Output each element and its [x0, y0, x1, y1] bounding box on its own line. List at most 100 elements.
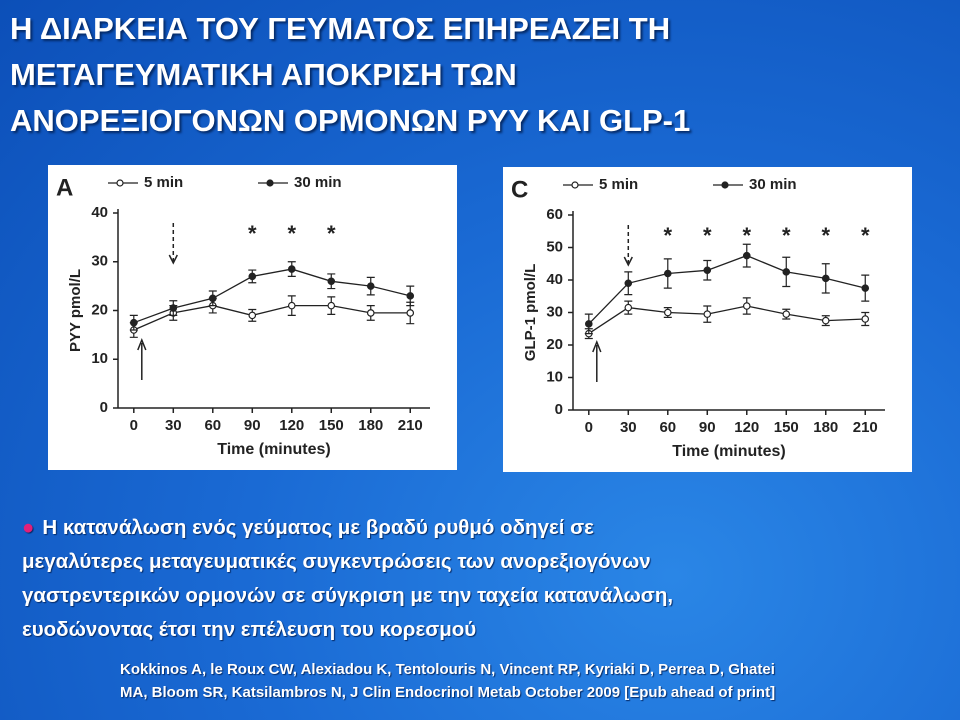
- y-tick-label: 50: [546, 238, 563, 255]
- end-arrow-head: [168, 254, 178, 265]
- data-point: [287, 265, 296, 273]
- data-point: [663, 269, 672, 278]
- data-point: [208, 294, 217, 303]
- legend-label: 30 min: [294, 174, 342, 191]
- data-point: [248, 272, 257, 281]
- x-tick-label: 0: [130, 417, 138, 434]
- data-point: [366, 309, 375, 317]
- y-tick-label: 60: [546, 206, 563, 223]
- meal-arrow-head: [137, 337, 147, 351]
- y-tick-label: 0: [100, 399, 108, 416]
- y-tick-label: 40: [91, 204, 108, 221]
- x-tick-label: 90: [699, 419, 716, 436]
- significance-star: *: [742, 223, 751, 248]
- x-tick-label: 210: [853, 419, 878, 436]
- x-tick-label: 150: [319, 417, 344, 434]
- chart: C 0 10 20 30 40 50 60 0 30 60 90 120 150 180 210 Time (m…: [503, 167, 912, 472]
- legend-swatch-marker: [571, 181, 579, 189]
- x-axis-label: Time (minutes): [217, 441, 331, 458]
- data-point: [584, 320, 593, 328]
- significance-star: *: [287, 221, 296, 246]
- x-axis-label: Time (minutes): [672, 443, 786, 460]
- data-point: [406, 309, 415, 317]
- x-tick-label: 30: [620, 419, 637, 436]
- data-point: [248, 311, 257, 320]
- legend-swatch-marker: [116, 179, 124, 187]
- end-arrow-head: [623, 256, 633, 267]
- series-line: [588, 254, 866, 325]
- legend-swatch-marker: [721, 181, 729, 189]
- data-point: [663, 308, 672, 317]
- data-point: [169, 304, 178, 312]
- title-line: Η ΔΙΑΡΚΕΙΑ ΤΟΥ ΓΕΥΜΑΤΟΣ ΕΠΗΡΕΑΖΕΙ ΤΗ: [10, 11, 671, 46]
- meal-arrow-head: [592, 339, 602, 353]
- x-tick-label: 60: [204, 417, 221, 434]
- y-axis-label: GLP-1 pmol/L: [522, 264, 539, 362]
- citation-line: Kokkinos A, le Roux CW, Alexiadou K, Ten…: [120, 661, 775, 678]
- data-point: [327, 277, 336, 286]
- y-tick-label: 20: [546, 336, 563, 353]
- data-point: [782, 268, 791, 276]
- data-point: [327, 301, 336, 310]
- y-tick-label: 0: [555, 401, 563, 418]
- data-point: [861, 284, 870, 292]
- x-tick-label: 30: [165, 417, 182, 434]
- y-tick-label: 40: [546, 271, 563, 288]
- x-tick-label: 180: [813, 419, 838, 436]
- data-point: [624, 303, 633, 312]
- y-tick-label: 30: [91, 253, 108, 270]
- data-point: [782, 310, 791, 318]
- x-tick-label: 210: [398, 417, 423, 434]
- data-point: [703, 266, 712, 275]
- significance-star: *: [861, 223, 870, 248]
- bullet-text: Η κατανάλωση ενός γεύματος με βραδύ ρυθμ…: [22, 511, 673, 647]
- data-point: [703, 310, 712, 318]
- significance-star: *: [782, 223, 791, 248]
- data-point: [366, 282, 375, 290]
- bullet-line: ευοδώνοντας έτσι την επέλευση του κορεσμ…: [22, 618, 477, 641]
- legend-label: 5 min: [599, 176, 638, 193]
- y-tick-label: 20: [91, 301, 108, 318]
- chart: A 0 10 20 30 40 0 30 60 90 120 150 180 210 Time (minut…: [48, 165, 457, 470]
- x-tick-label: 120: [279, 417, 304, 434]
- y-tick-label: 10: [546, 368, 563, 385]
- data-point: [742, 251, 751, 260]
- series-line: [133, 304, 411, 331]
- citation-line: MA, Bloom SR, Katsilambros N, J Clin End…: [120, 684, 776, 701]
- series-line: [133, 268, 411, 324]
- panel-label: A: [56, 174, 73, 201]
- data-point: [821, 316, 830, 325]
- panel-label: C: [511, 176, 528, 203]
- data-point: [406, 292, 415, 300]
- data-point: [287, 301, 296, 310]
- series-line: [588, 305, 866, 335]
- x-tick-label: 180: [358, 417, 383, 434]
- x-tick-label: 0: [585, 419, 593, 436]
- data-point: [742, 302, 751, 310]
- legend-swatch-marker: [266, 179, 274, 187]
- x-tick-label: 150: [774, 419, 799, 436]
- significance-star: *: [248, 221, 257, 246]
- title-line: ΜΕΤΑΓΕΥΜΑΤΙΚΗ ΑΠΟΚΡΙΣΗ ΤΩΝ: [10, 57, 517, 92]
- slide-title: Η ΔΙΑΡΚΕΙΑ ΤΟΥ ΓΕΥΜΑΤΟΣ ΕΠΗΡΕΑΖΕΙ ΤΗ ΜΕΤ…: [10, 6, 690, 144]
- x-tick-label: 120: [734, 419, 759, 436]
- citation: Kokkinos A, le Roux CW, Alexiadou K, Ten…: [120, 658, 775, 704]
- bullet-line: γαστρεντερικών ορμονών σε σύγκριση με τη…: [22, 584, 674, 607]
- legend-label: 30 min: [749, 176, 797, 193]
- significance-star: *: [703, 223, 712, 248]
- data-point: [624, 279, 633, 288]
- data-point: [129, 318, 138, 327]
- title-line: ΑΝΟΡΕΞΙΟΓΟΝΩΝ ΟΡΜΟΝΩΝ PYY KAI GLP-1: [10, 103, 691, 138]
- significance-star: *: [664, 223, 673, 248]
- data-point: [861, 315, 870, 323]
- data-point: [821, 274, 830, 283]
- significance-star: *: [821, 223, 830, 248]
- bullet-line: μεγαλύτερες μεταγευματικές συγκεντρώσεις…: [22, 550, 651, 573]
- y-axis-label: PYY pmol/L: [67, 269, 84, 352]
- bullet-line: Η κατανάλωση ενός γεύματος με βραδύ ρυθμ…: [22, 511, 673, 545]
- x-tick-label: 60: [659, 419, 676, 436]
- y-tick-label: 10: [91, 350, 108, 367]
- significance-star: *: [327, 221, 336, 246]
